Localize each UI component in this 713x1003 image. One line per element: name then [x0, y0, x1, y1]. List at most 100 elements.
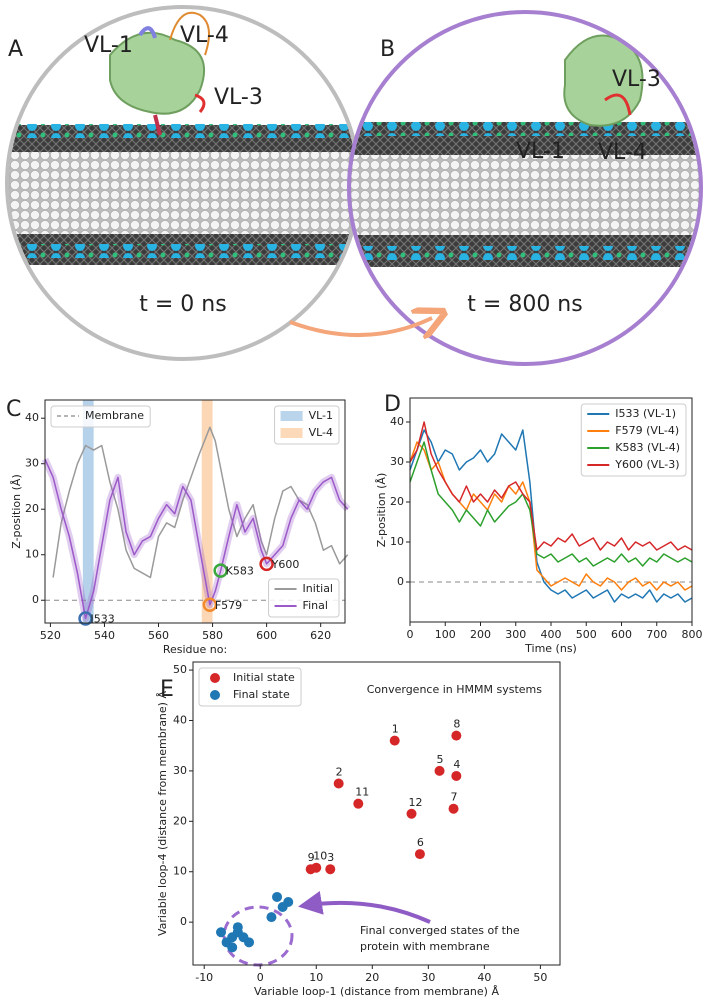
y-tick-label: 30 [173, 764, 187, 777]
point-label: 7 [451, 791, 458, 804]
x-tick-label: 700 [646, 628, 667, 641]
point-label: 5 [437, 753, 444, 766]
legend-swatch [280, 428, 303, 438]
point [333, 778, 344, 789]
point [311, 862, 322, 873]
x-tick-label: 560 [148, 629, 169, 642]
legend: Membrane [50, 405, 151, 428]
y-tick-label: 30 [25, 457, 39, 470]
x-tick-label: 0 [257, 971, 264, 984]
point-label: 4 [453, 758, 460, 771]
panel-label: A [8, 37, 23, 62]
y-tick-label: 40 [25, 411, 39, 424]
x-tick-label: 500 [576, 628, 597, 641]
legend-label: VL-1 [309, 409, 333, 422]
plot-frame [192, 661, 561, 966]
arrow [298, 890, 431, 924]
point [244, 937, 255, 948]
highlight-marker [259, 556, 274, 572]
x-tick-label: 600 [611, 628, 632, 641]
y-tick-label: 10 [173, 865, 187, 878]
x-tick-label: 400 [541, 628, 562, 641]
membrane-a [9, 124, 357, 265]
legend-label: Initial state [233, 671, 295, 684]
x-tick-label: 200 [470, 628, 491, 641]
point-label: 2 [336, 766, 343, 779]
loop-label: VL-1 [84, 33, 133, 58]
x-tick-label: 20 [365, 971, 379, 984]
y-axis-label: Z-position (Å) [375, 473, 388, 548]
y-tick-label: 0 [180, 915, 187, 928]
protein [563, 34, 644, 127]
highlight-label: F579 [215, 599, 242, 612]
highlight-label: I533 [91, 612, 115, 625]
y-tick-label: 40 [173, 713, 187, 726]
point [434, 765, 445, 776]
y-tick-label: 10 [25, 548, 39, 561]
point [448, 803, 459, 814]
y-tick-label: 0 [32, 593, 39, 606]
span [201, 400, 213, 623]
point [451, 770, 462, 781]
x-tick-label: 30 [421, 971, 435, 984]
chart-title: Convergence in HMMM systems [367, 683, 543, 696]
legend: VL-1 VL-4 [274, 405, 340, 445]
loop-label: VL-1 [516, 139, 565, 164]
y-axis-label: Variable loop-4 (distance from membrane)… [156, 691, 169, 936]
plot-frame [44, 399, 346, 624]
x-tick-label: 10 [309, 971, 323, 984]
legend: Initial state Final state [198, 667, 302, 707]
x-tick-label: 800 [682, 628, 703, 641]
legend-box [580, 403, 687, 477]
legend-marker [210, 690, 220, 700]
x-tick-label: 600 [256, 629, 277, 642]
caption: t = 800 ns [467, 292, 582, 317]
loop-label: VL-4 [180, 23, 229, 48]
x-tick-label: 620 [310, 629, 331, 642]
y-tick-label: 10 [390, 535, 404, 548]
annotation: protein with membrane [360, 940, 490, 953]
legend-box [198, 667, 302, 707]
legend-label: Final state [233, 688, 290, 701]
caption: t = 0 ns [139, 292, 226, 317]
y-tick-label: 20 [390, 495, 404, 508]
line [409, 421, 693, 551]
membrane-b [351, 122, 699, 267]
point [451, 730, 462, 741]
point [414, 849, 425, 860]
x-tick-label: 40 [477, 971, 491, 984]
legend-label: Final [303, 599, 328, 612]
x-axis-label: Residue no: [163, 643, 227, 656]
x-tick-label: 300 [505, 628, 526, 641]
y-tick-label: 0 [397, 575, 404, 588]
highlight-label: K583 [226, 565, 254, 578]
point [232, 922, 243, 933]
legend-marker [210, 673, 220, 683]
y-tick-label: 40 [390, 415, 404, 428]
point [227, 942, 238, 953]
highlight-marker [213, 563, 228, 578]
point [272, 891, 283, 902]
legend-label: F579 (VL-4) [615, 424, 679, 437]
legend: Initial Final [268, 578, 340, 618]
point [353, 798, 364, 809]
loop-label: VL-4 [598, 140, 647, 165]
annotation: Final converged states of the [360, 924, 520, 937]
point [406, 808, 417, 819]
x-tick-label: 540 [94, 629, 115, 642]
highlight-marker [78, 611, 93, 626]
arrow [289, 318, 432, 335]
legend-box [50, 405, 151, 428]
loop-label: VL-3 [214, 85, 263, 110]
point [325, 864, 336, 875]
point-label: 3 [327, 851, 334, 864]
y-tick-label: 30 [390, 455, 404, 468]
point [216, 927, 227, 938]
point-label: 1 [392, 723, 399, 736]
panel-a: A VL-1 VL-4 VL-3 t = 0 ns [5, 5, 361, 361]
y-tick-label: 50 [173, 663, 187, 676]
legend-label: Initial [303, 582, 333, 595]
y-tick-label: 20 [25, 502, 39, 515]
